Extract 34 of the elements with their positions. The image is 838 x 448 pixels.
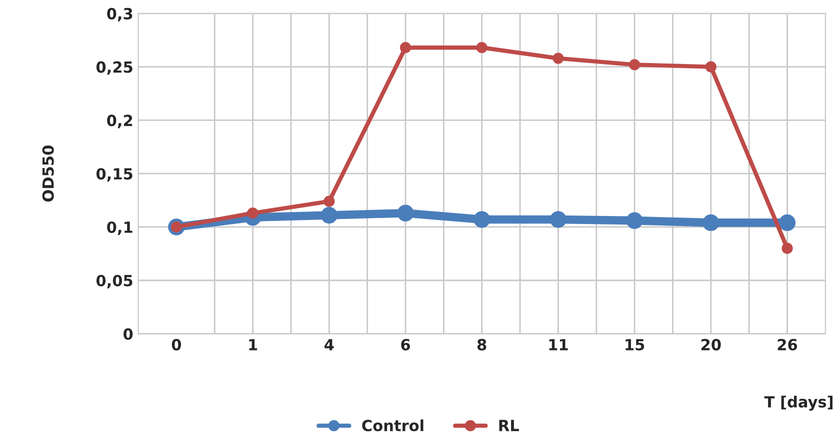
- point: [400, 42, 412, 54]
- point: [702, 214, 720, 232]
- x-tick-label: 11: [549, 339, 568, 350]
- x-tick-label: 15: [626, 339, 644, 350]
- x-tick-label: 26: [778, 338, 798, 350]
- y-tick-label: 0,05: [96, 274, 132, 288]
- point: [628, 59, 640, 70]
- y-tick-label: 0: [124, 328, 133, 340]
- y-tick-label: 0,25: [96, 61, 132, 75]
- y-tick-label: 0,1: [107, 221, 132, 235]
- x-tick-label: 1: [249, 339, 258, 350]
- y-tick-label: 0,3: [107, 8, 132, 22]
- x-tick-label: 4: [324, 339, 334, 350]
- point: [552, 52, 564, 64]
- y-axis-title: OD550: [42, 146, 54, 202]
- point: [626, 212, 643, 229]
- point: [550, 211, 567, 228]
- y-tick-label: 0,2: [107, 114, 132, 128]
- y-tick-label: 0,15: [96, 168, 132, 182]
- point: [782, 242, 793, 254]
- x-axis-title: T [days]: [764, 396, 832, 411]
- point: [320, 206, 338, 224]
- x-tick-label: 6: [401, 338, 410, 350]
- point: [778, 214, 796, 232]
- point: [397, 204, 414, 222]
- legend-label: Control: [362, 419, 424, 432]
- point: [474, 211, 490, 228]
- point: [705, 61, 716, 72]
- x-tick-label: 20: [701, 338, 721, 350]
- legend-label: RL: [499, 420, 519, 432]
- point: [476, 42, 488, 54]
- x-tick-label: 0: [172, 338, 182, 350]
- x-tick-label: 8: [477, 338, 486, 350]
- point: [324, 196, 335, 207]
